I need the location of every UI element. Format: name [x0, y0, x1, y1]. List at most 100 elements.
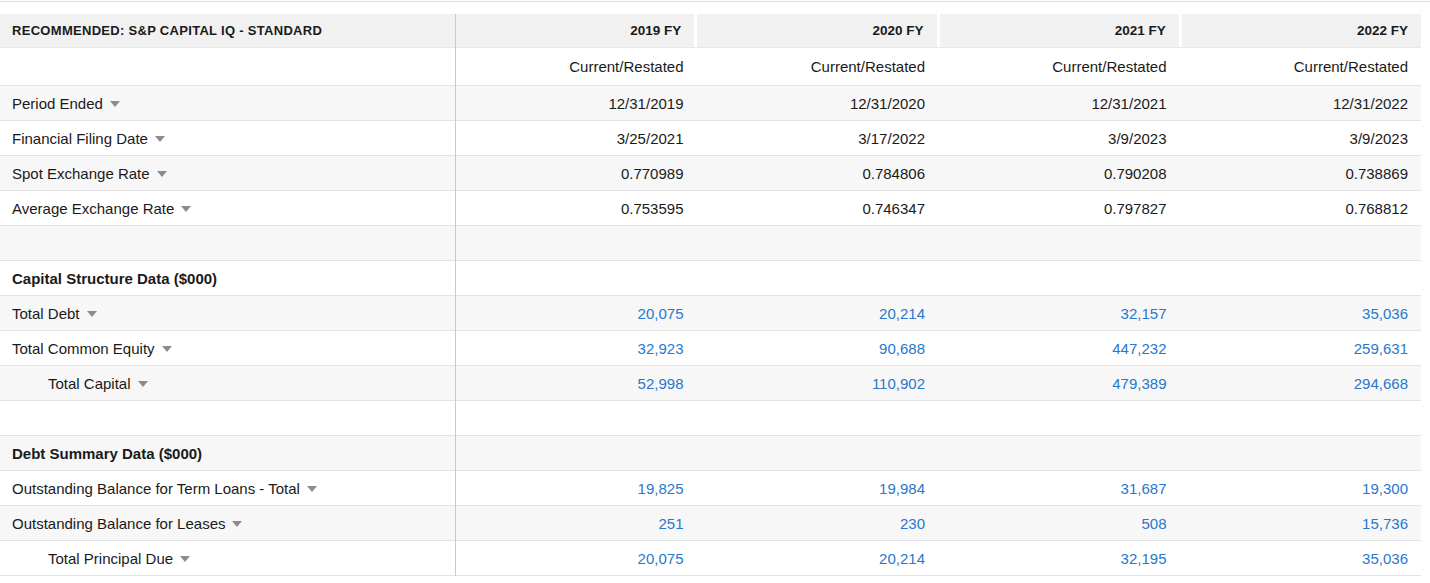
cell-value[interactable]: 20,075: [455, 296, 697, 330]
section-title: Capital Structure Data ($000): [12, 270, 217, 287]
dropdown-arrow-icon[interactable]: [87, 311, 97, 317]
cell-value[interactable]: 19,825: [455, 471, 697, 505]
subheader-label-cell: [0, 48, 455, 85]
row-label-text: Average Exchange Rate: [12, 200, 174, 217]
cell-value[interactable]: 230: [697, 506, 939, 540]
dropdown-arrow-icon[interactable]: [180, 556, 190, 562]
row-label-capital-structure-data-000: Capital Structure Data ($000): [0, 261, 455, 295]
cell-value[interactable]: 15,736: [1180, 506, 1422, 540]
header-row: RECOMMENDED: S&P CAPITAL IQ - STANDARD 2…: [0, 14, 1421, 48]
cell-value[interactable]: 20,075: [455, 541, 697, 575]
dropdown-arrow-icon[interactable]: [232, 521, 242, 527]
empty-cell: [697, 226, 939, 260]
empty-cell: [1180, 436, 1422, 470]
table-row: Spot Exchange Rate0.7709890.7848060.7902…: [0, 156, 1421, 191]
cell-value[interactable]: 19,984: [697, 471, 939, 505]
row-label-total-principal-due[interactable]: Total Principal Due: [0, 541, 455, 575]
column-header-2020-fy: 2020 FY: [697, 14, 936, 47]
row-label-spot-exchange-rate[interactable]: Spot Exchange Rate: [0, 156, 455, 190]
cell-value: 12/31/2019: [455, 86, 697, 120]
cell-value[interactable]: 32,157: [938, 296, 1180, 330]
cell-value[interactable]: 259,631: [1180, 331, 1422, 365]
cell-value: 0.738869: [1180, 156, 1422, 190]
cell-value[interactable]: 90,688: [697, 331, 939, 365]
cell-value[interactable]: 52,998: [455, 366, 697, 400]
section-header-row: Capital Structure Data ($000): [0, 261, 1421, 296]
row-label-debt-summary-data-000: Debt Summary Data ($000): [0, 436, 455, 470]
empty-cell: [455, 226, 697, 260]
subheader-cell: Current/Restated: [455, 48, 697, 85]
dropdown-arrow-icon[interactable]: [110, 101, 120, 107]
cell-value[interactable]: 294,668: [1180, 366, 1422, 400]
empty-cell: [455, 261, 697, 295]
table-row: Average Exchange Rate0.7535950.7463470.7…: [0, 191, 1421, 226]
cell-value[interactable]: 20,214: [697, 541, 939, 575]
cell-value: 0.770989: [455, 156, 697, 190]
row-label-text: Total Common Equity: [12, 340, 155, 357]
cell-value[interactable]: 19,300: [1180, 471, 1422, 505]
table-row: Total Principal Due20,07520,21432,19535,…: [0, 541, 1421, 576]
dropdown-arrow-icon[interactable]: [307, 486, 317, 492]
row-label-outstanding-balance-for-term-loans-total[interactable]: Outstanding Balance for Term Loans - Tot…: [0, 471, 455, 505]
table-body: Period Ended12/31/201912/31/202012/31/20…: [0, 86, 1421, 576]
cell-value: 0.746347: [697, 191, 939, 225]
spacer-row: [0, 401, 1421, 436]
cell-value[interactable]: 251: [455, 506, 697, 540]
row-label-text: Outstanding Balance for Term Loans - Tot…: [12, 480, 300, 497]
cell-value[interactable]: 31,687: [938, 471, 1180, 505]
row-label-financial-filing-date[interactable]: Financial Filing Date: [0, 121, 455, 155]
dropdown-arrow-icon[interactable]: [162, 346, 172, 352]
row-label-period-ended[interactable]: Period Ended: [0, 86, 455, 120]
cell-value: 3/17/2022: [697, 121, 939, 155]
empty-cell: [1180, 261, 1422, 295]
section-title: Debt Summary Data ($000): [12, 445, 202, 462]
dropdown-arrow-icon[interactable]: [181, 206, 191, 212]
dropdown-arrow-icon[interactable]: [155, 136, 165, 142]
cell-value[interactable]: 479,389: [938, 366, 1180, 400]
empty-cell: [697, 401, 939, 435]
empty-cell: [697, 261, 939, 295]
empty-label-cell: [0, 226, 455, 260]
row-label-total-capital[interactable]: Total Capital: [0, 366, 455, 400]
dropdown-arrow-icon[interactable]: [138, 381, 148, 387]
row-label-text: Outstanding Balance for Leases: [12, 515, 225, 532]
row-label-average-exchange-rate[interactable]: Average Exchange Rate: [0, 191, 455, 225]
table-row: Outstanding Balance for Leases 2512305081…: [0, 506, 1421, 541]
empty-cell: [1180, 226, 1422, 260]
row-label-text: Financial Filing Date: [12, 130, 148, 147]
table-row: Outstanding Balance for Term Loans - Tot…: [0, 471, 1421, 506]
row-label-total-debt[interactable]: Total Debt: [0, 296, 455, 330]
empty-cell: [938, 226, 1180, 260]
table-row: Total Debt20,07520,21432,15735,036: [0, 296, 1421, 331]
cell-value[interactable]: 35,036: [1180, 296, 1422, 330]
empty-cell: [455, 401, 697, 435]
financials-statement-screen: RECOMMENDED: S&P CAPITAL IQ - STANDARD 2…: [0, 0, 1430, 583]
dropdown-arrow-icon[interactable]: [157, 171, 167, 177]
cell-value[interactable]: 20,214: [697, 296, 939, 330]
empty-cell: [455, 436, 697, 470]
row-label-total-common-equity[interactable]: Total Common Equity: [0, 331, 455, 365]
cell-value[interactable]: 110,902: [697, 366, 939, 400]
empty-cell: [938, 261, 1180, 295]
cell-value: 0.784806: [697, 156, 939, 190]
cell-value[interactable]: 447,232: [938, 331, 1180, 365]
empty-cell: [938, 401, 1180, 435]
row-label-outstanding-balance-for-leases[interactable]: Outstanding Balance for Leases: [0, 506, 455, 540]
cell-value[interactable]: 508: [938, 506, 1180, 540]
column-header-2022-fy: 2022 FY: [1182, 14, 1421, 47]
column-header-2021-fy: 2021 FY: [940, 14, 1179, 47]
row-label-text: Total Capital: [48, 375, 131, 392]
subheader-cell: Current/Restated: [697, 48, 939, 85]
table-row: Financial Filing Date3/25/20213/17/20223…: [0, 121, 1421, 156]
cell-value[interactable]: 35,036: [1180, 541, 1422, 575]
row-label-text: Period Ended: [12, 95, 103, 112]
table-row: Total Capital 52,998110,902479,389294,668: [0, 366, 1421, 401]
spacer-row: [0, 226, 1421, 261]
cell-value: 3/9/2023: [938, 121, 1180, 155]
cell-value: 3/25/2021: [455, 121, 697, 155]
cell-value[interactable]: 32,195: [938, 541, 1180, 575]
cell-value: 3/9/2023: [1180, 121, 1422, 155]
cell-value[interactable]: 32,923: [455, 331, 697, 365]
subheader-row: Current/RestatedCurrent/RestatedCurrent/…: [0, 48, 1421, 86]
cell-value: 0.768812: [1180, 191, 1422, 225]
